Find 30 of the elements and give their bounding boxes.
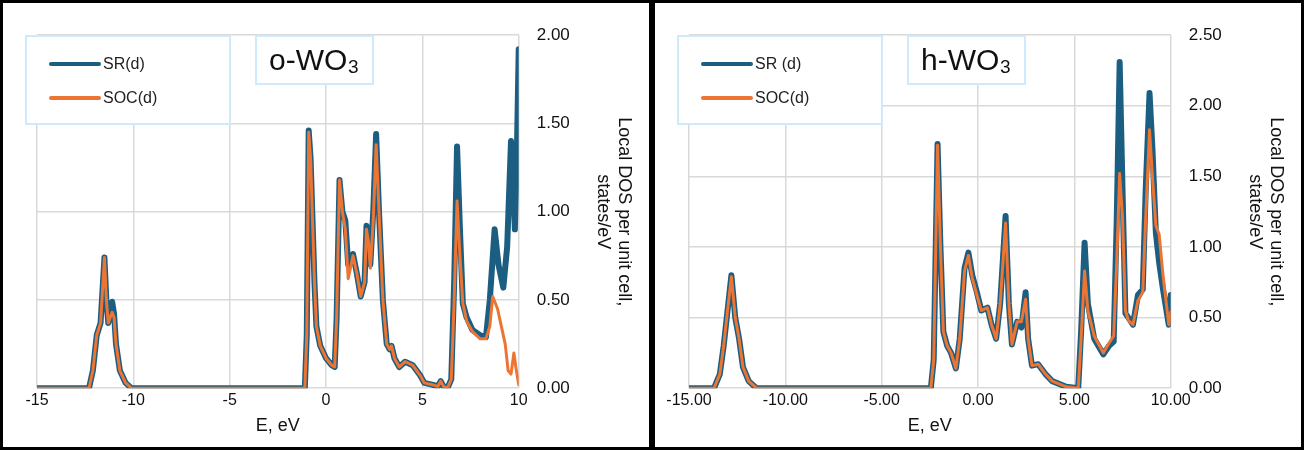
legend-label: SR(d) [103, 55, 145, 74]
y-tick-label: 1.50 [536, 113, 570, 133]
y-tick-label: 0.50 [536, 289, 570, 309]
x-tick-label: -5.00 [863, 391, 901, 409]
legend-label: SR (d) [755, 55, 802, 74]
y-tick-label: 2.00 [1188, 95, 1222, 115]
y-tick-label: 1.00 [1188, 236, 1222, 256]
y-axis-title: Local DOS per unit cell, states/eV [1245, 117, 1288, 307]
x-tick-label: -5 [222, 391, 237, 409]
x-tick-label: 0 [321, 391, 331, 409]
x-tick-label: 10 [509, 391, 528, 409]
chart-title: o-WO₃ [255, 35, 374, 86]
x-tick-label: 0.00 [962, 391, 994, 409]
y-tick-label: 2.00 [536, 24, 570, 44]
legend-label: SOC(d) [755, 89, 810, 108]
y-tick-label: 1.50 [1188, 166, 1222, 186]
y-tick-label: 0.50 [1188, 307, 1222, 327]
x-axis-title: E, eV [907, 415, 952, 436]
x-tick-label: 5 [417, 391, 427, 409]
y-tick-label: 2.50 [1188, 24, 1222, 44]
legend-label: SOC(d) [103, 89, 158, 108]
x-tick-label: -10.00 [762, 391, 809, 409]
x-tick-label: -15.00 [666, 391, 712, 409]
x-tick-label: -10 [121, 391, 146, 409]
y-axis-title: Local DOS per unit cell, states/eV [593, 117, 636, 307]
x-axis-title: E, eV [255, 415, 300, 436]
x-tick-label: -15 [25, 391, 49, 409]
x-tick-label: 5.00 [1058, 391, 1091, 409]
chart-title: h-WO₃ [907, 35, 1026, 86]
y-tick-label: 1.00 [536, 201, 570, 221]
